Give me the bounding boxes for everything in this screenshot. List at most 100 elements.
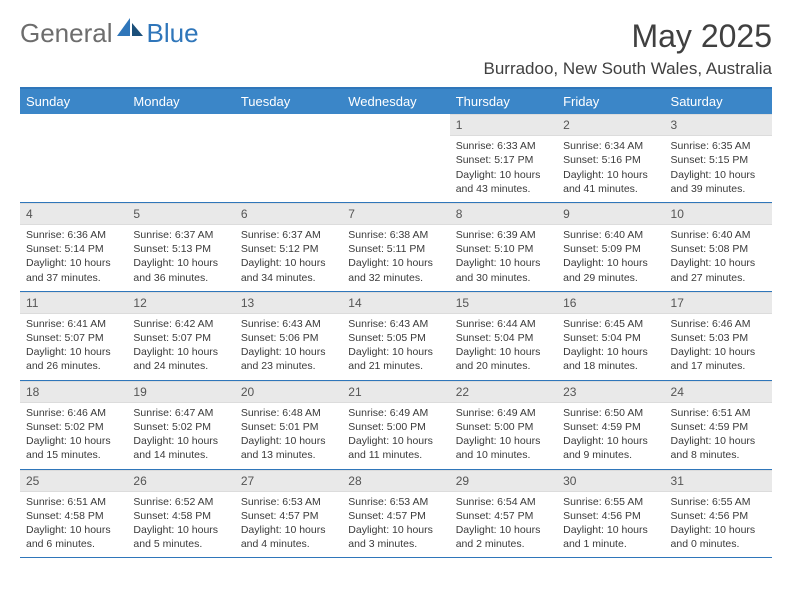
day-number: 25 (20, 470, 127, 492)
day-cell: 9Sunrise: 6:40 AMSunset: 5:09 PMDaylight… (557, 203, 664, 291)
day-header-row: Sunday Monday Tuesday Wednesday Thursday… (20, 89, 772, 114)
day-body: Sunrise: 6:55 AMSunset: 4:56 PMDaylight:… (557, 492, 664, 558)
sunrise-line: Sunrise: 6:36 AM (26, 228, 121, 242)
day-body: Sunrise: 6:42 AMSunset: 5:07 PMDaylight:… (127, 314, 234, 380)
day-cell: 28Sunrise: 6:53 AMSunset: 4:57 PMDayligh… (342, 470, 449, 558)
day-number: 12 (127, 292, 234, 314)
daylight-line: Daylight: 10 hours and 20 minutes. (456, 345, 551, 373)
sunset-line: Sunset: 4:58 PM (26, 509, 121, 523)
sunrise-line: Sunrise: 6:46 AM (26, 406, 121, 420)
day-cell: 2Sunrise: 6:34 AMSunset: 5:16 PMDaylight… (557, 114, 664, 202)
sunrise-line: Sunrise: 6:40 AM (563, 228, 658, 242)
day-cell: 24Sunrise: 6:51 AMSunset: 4:59 PMDayligh… (665, 381, 772, 469)
sunset-line: Sunset: 4:56 PM (563, 509, 658, 523)
daylight-line: Daylight: 10 hours and 10 minutes. (456, 434, 551, 462)
sunset-line: Sunset: 5:13 PM (133, 242, 228, 256)
calendar: Sunday Monday Tuesday Wednesday Thursday… (20, 87, 772, 558)
day-cell: 19Sunrise: 6:47 AMSunset: 5:02 PMDayligh… (127, 381, 234, 469)
sunrise-line: Sunrise: 6:35 AM (671, 139, 766, 153)
day-header-monday: Monday (127, 89, 234, 114)
sunset-line: Sunset: 5:16 PM (563, 153, 658, 167)
sunrise-line: Sunrise: 6:37 AM (241, 228, 336, 242)
daylight-line: Daylight: 10 hours and 39 minutes. (671, 168, 766, 196)
day-body (127, 120, 234, 129)
daylight-line: Daylight: 10 hours and 4 minutes. (241, 523, 336, 551)
day-header-saturday: Saturday (665, 89, 772, 114)
day-number: 15 (450, 292, 557, 314)
sunset-line: Sunset: 5:04 PM (456, 331, 551, 345)
sunrise-line: Sunrise: 6:55 AM (671, 495, 766, 509)
day-body (20, 120, 127, 129)
sunrise-line: Sunrise: 6:40 AM (671, 228, 766, 242)
day-cell: 16Sunrise: 6:45 AMSunset: 5:04 PMDayligh… (557, 292, 664, 380)
sunset-line: Sunset: 5:07 PM (133, 331, 228, 345)
day-number: 29 (450, 470, 557, 492)
day-body: Sunrise: 6:38 AMSunset: 5:11 PMDaylight:… (342, 225, 449, 291)
day-cell: 17Sunrise: 6:46 AMSunset: 5:03 PMDayligh… (665, 292, 772, 380)
day-cell (342, 114, 449, 202)
sunrise-line: Sunrise: 6:38 AM (348, 228, 443, 242)
daylight-line: Daylight: 10 hours and 27 minutes. (671, 256, 766, 284)
sunset-line: Sunset: 5:05 PM (348, 331, 443, 345)
day-body: Sunrise: 6:37 AMSunset: 5:12 PMDaylight:… (235, 225, 342, 291)
day-cell: 5Sunrise: 6:37 AMSunset: 5:13 PMDaylight… (127, 203, 234, 291)
sunset-line: Sunset: 5:17 PM (456, 153, 551, 167)
sunrise-line: Sunrise: 6:43 AM (348, 317, 443, 331)
day-number: 14 (342, 292, 449, 314)
day-cell: 13Sunrise: 6:43 AMSunset: 5:06 PMDayligh… (235, 292, 342, 380)
day-number: 7 (342, 203, 449, 225)
daylight-line: Daylight: 10 hours and 3 minutes. (348, 523, 443, 551)
day-body: Sunrise: 6:41 AMSunset: 5:07 PMDaylight:… (20, 314, 127, 380)
day-number: 2 (557, 114, 664, 136)
sunrise-line: Sunrise: 6:45 AM (563, 317, 658, 331)
sunset-line: Sunset: 5:10 PM (456, 242, 551, 256)
day-body: Sunrise: 6:36 AMSunset: 5:14 PMDaylight:… (20, 225, 127, 291)
day-cell: 6Sunrise: 6:37 AMSunset: 5:12 PMDaylight… (235, 203, 342, 291)
sunrise-line: Sunrise: 6:43 AM (241, 317, 336, 331)
daylight-line: Daylight: 10 hours and 1 minute. (563, 523, 658, 551)
daylight-line: Daylight: 10 hours and 36 minutes. (133, 256, 228, 284)
logo-text-general: General (20, 18, 113, 49)
day-cell: 11Sunrise: 6:41 AMSunset: 5:07 PMDayligh… (20, 292, 127, 380)
sunrise-line: Sunrise: 6:49 AM (456, 406, 551, 420)
daylight-line: Daylight: 10 hours and 43 minutes. (456, 168, 551, 196)
sunrise-line: Sunrise: 6:51 AM (671, 406, 766, 420)
sunrise-line: Sunrise: 6:39 AM (456, 228, 551, 242)
sunset-line: Sunset: 5:07 PM (26, 331, 121, 345)
day-header-sunday: Sunday (20, 89, 127, 114)
day-body (342, 120, 449, 129)
month-title: May 2025 (483, 18, 772, 55)
sunset-line: Sunset: 5:09 PM (563, 242, 658, 256)
sunset-line: Sunset: 4:57 PM (241, 509, 336, 523)
day-cell: 21Sunrise: 6:49 AMSunset: 5:00 PMDayligh… (342, 381, 449, 469)
day-body (235, 120, 342, 129)
day-body: Sunrise: 6:48 AMSunset: 5:01 PMDaylight:… (235, 403, 342, 469)
daylight-line: Daylight: 10 hours and 34 minutes. (241, 256, 336, 284)
day-cell: 18Sunrise: 6:46 AMSunset: 5:02 PMDayligh… (20, 381, 127, 469)
day-number: 1 (450, 114, 557, 136)
day-body: Sunrise: 6:47 AMSunset: 5:02 PMDaylight:… (127, 403, 234, 469)
day-number: 18 (20, 381, 127, 403)
day-cell: 1Sunrise: 6:33 AMSunset: 5:17 PMDaylight… (450, 114, 557, 202)
day-number: 27 (235, 470, 342, 492)
sunset-line: Sunset: 5:12 PM (241, 242, 336, 256)
day-number: 22 (450, 381, 557, 403)
day-header-friday: Friday (557, 89, 664, 114)
sunset-line: Sunset: 5:11 PM (348, 242, 443, 256)
day-number: 28 (342, 470, 449, 492)
sunrise-line: Sunrise: 6:34 AM (563, 139, 658, 153)
day-number: 23 (557, 381, 664, 403)
sunset-line: Sunset: 4:59 PM (563, 420, 658, 434)
sunset-line: Sunset: 4:59 PM (671, 420, 766, 434)
day-body: Sunrise: 6:53 AMSunset: 4:57 PMDaylight:… (342, 492, 449, 558)
day-cell: 27Sunrise: 6:53 AMSunset: 4:57 PMDayligh… (235, 470, 342, 558)
daylight-line: Daylight: 10 hours and 37 minutes. (26, 256, 121, 284)
day-number: 31 (665, 470, 772, 492)
day-body: Sunrise: 6:50 AMSunset: 4:59 PMDaylight:… (557, 403, 664, 469)
day-header-tuesday: Tuesday (235, 89, 342, 114)
daylight-line: Daylight: 10 hours and 32 minutes. (348, 256, 443, 284)
day-header-thursday: Thursday (450, 89, 557, 114)
sunset-line: Sunset: 5:00 PM (456, 420, 551, 434)
day-cell: 12Sunrise: 6:42 AMSunset: 5:07 PMDayligh… (127, 292, 234, 380)
day-cell: 20Sunrise: 6:48 AMSunset: 5:01 PMDayligh… (235, 381, 342, 469)
